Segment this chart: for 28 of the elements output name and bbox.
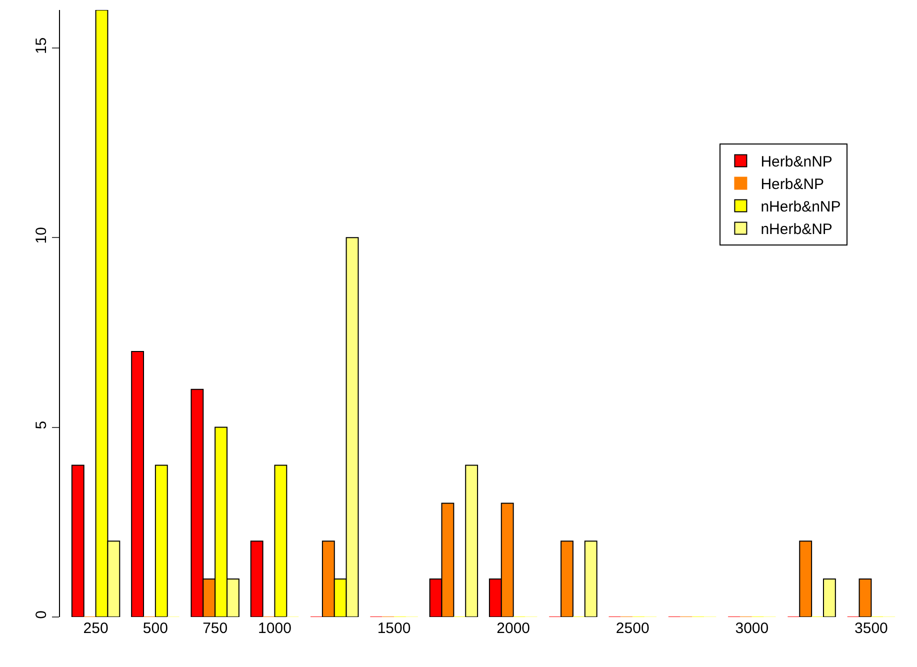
legend-label: Herb&nNP bbox=[760, 154, 832, 171]
legend-label: Herb&NP bbox=[760, 176, 824, 194]
bar bbox=[274, 464, 288, 617]
x-tick-label: 2500 bbox=[616, 620, 650, 637]
y-tick-label: 10 bbox=[33, 227, 50, 244]
bar bbox=[465, 464, 478, 617]
bar bbox=[560, 540, 574, 617]
legend-label: nHerb&NP bbox=[760, 221, 832, 238]
bar bbox=[822, 578, 836, 617]
legend-label: nHerb&nNP bbox=[760, 198, 841, 216]
y-tick-label: 15 bbox=[33, 37, 50, 54]
x-tick-label: 750 bbox=[202, 620, 228, 637]
x-tick-label: 2000 bbox=[496, 620, 530, 637]
bar bbox=[71, 464, 84, 617]
bar bbox=[154, 464, 168, 617]
x-tick-label: 3500 bbox=[854, 620, 888, 637]
bar bbox=[858, 578, 872, 617]
bar bbox=[131, 350, 144, 617]
x-tick-label: 1000 bbox=[258, 620, 292, 637]
x-tick-label: 250 bbox=[83, 620, 108, 637]
bar bbox=[584, 540, 598, 617]
y-tick-label: 5 bbox=[33, 420, 50, 430]
x-tick-label: 1500 bbox=[377, 620, 411, 637]
x-tick-label: 500 bbox=[142, 620, 168, 637]
bar bbox=[250, 540, 264, 617]
x-tick-label: 3000 bbox=[735, 620, 769, 637]
bar bbox=[799, 540, 812, 617]
y-tick-label: 0 bbox=[33, 610, 50, 619]
